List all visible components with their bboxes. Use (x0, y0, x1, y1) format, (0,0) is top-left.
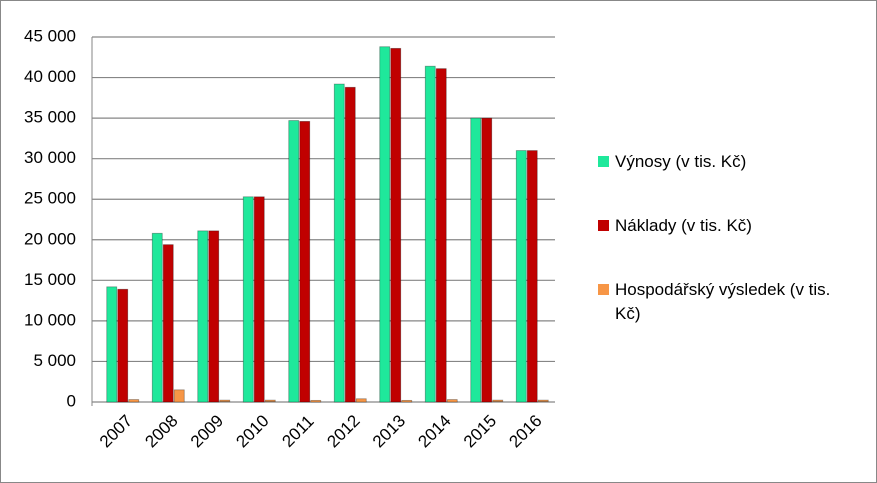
bar (219, 399, 231, 402)
bar (197, 230, 209, 403)
legend-swatch (598, 284, 609, 295)
y-tick-label: 30 000 (24, 148, 76, 167)
bar (401, 399, 413, 403)
y-tick-label: 15 000 (24, 270, 76, 289)
bar (355, 398, 367, 403)
bar (264, 399, 276, 402)
y-tick-label: 10 000 (24, 310, 76, 329)
bar (446, 399, 458, 403)
legend: Výnosy (v tis. Kč) Náklady (v tis. Kč) Hos… (598, 150, 858, 366)
y-tick-label: 5 000 (33, 351, 76, 370)
bar (173, 389, 185, 403)
y-tick-label: 45 000 (24, 26, 76, 45)
y-tick-label: 0 (67, 391, 76, 410)
bar (253, 196, 265, 403)
y-tick-label: 25 000 (24, 189, 76, 208)
bar (390, 47, 402, 403)
legend-item: Výnosy (v tis. Kč) (598, 150, 858, 174)
bar (344, 86, 356, 403)
bar (424, 65, 436, 403)
bar (435, 68, 447, 403)
y-tick-label: 35 000 (24, 108, 76, 127)
bar (117, 288, 129, 403)
legend-label: Výnosy (v tis. Kč) (615, 152, 747, 171)
bar (515, 150, 527, 403)
bar (481, 117, 493, 403)
bar (106, 286, 118, 403)
legend-label: Náklady (v tis. Kč) (615, 216, 752, 235)
bar (128, 399, 140, 403)
bar (162, 244, 174, 403)
bar (310, 399, 322, 403)
y-tick-label: 40 000 (24, 67, 76, 86)
legend-label: Hospodářský výsledek (v tis. Kč) (615, 280, 831, 323)
bar (526, 150, 538, 403)
legend-swatch (598, 220, 609, 231)
legend-item: Náklady (v tis. Kč) (598, 214, 858, 238)
bar (208, 230, 220, 403)
y-tick-label: 20 000 (24, 229, 76, 248)
bar (537, 399, 549, 402)
bar (379, 46, 391, 403)
bar (151, 232, 163, 403)
bar (288, 120, 300, 403)
legend-swatch (598, 156, 609, 167)
bar (333, 83, 345, 403)
bar (242, 196, 254, 403)
bar (470, 117, 482, 403)
legend-item: Hospodářský výsledek (v tis. Kč) (598, 278, 858, 326)
bar (299, 120, 311, 403)
bar (492, 399, 504, 402)
